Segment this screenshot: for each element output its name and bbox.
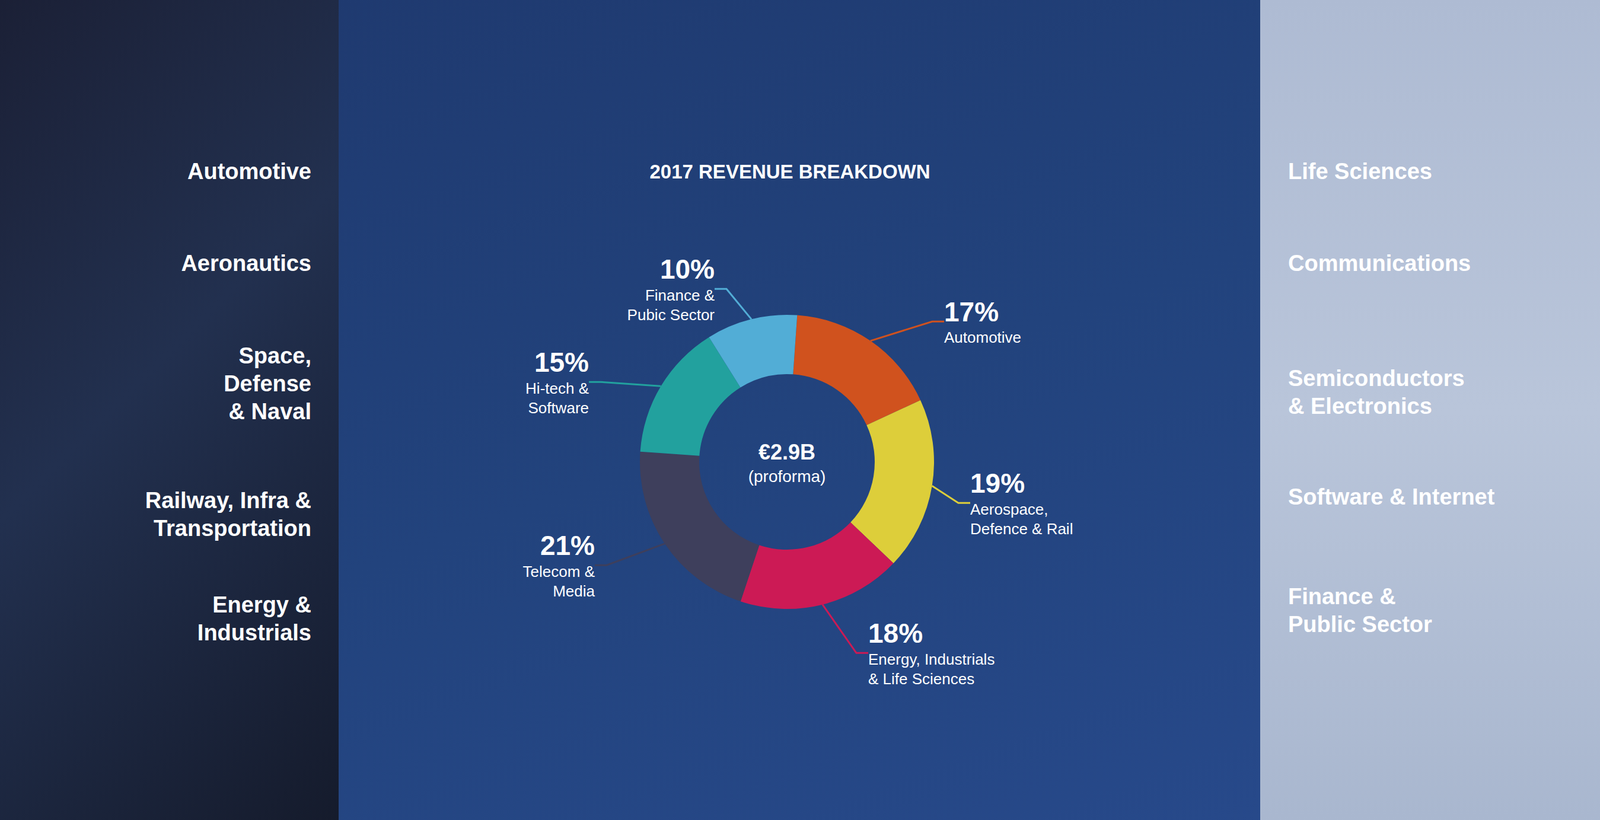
svg-text:Energy, Industrials: Energy, Industrials [868, 650, 995, 669]
svg-text:Telecom &: Telecom & [523, 562, 595, 581]
svg-text:Software: Software [527, 399, 589, 417]
svg-text:Space,: Space, [238, 343, 312, 369]
svg-text:Industrials: Industrials [197, 620, 312, 646]
svg-text:Defense: Defense [223, 371, 312, 397]
svg-text:Hi-tech &: Hi-tech & [525, 379, 589, 398]
svg-text:Railway, Infra &: Railway, Infra & [145, 488, 312, 513]
svg-text:Energy &: Energy & [212, 592, 312, 618]
svg-text:15%: 15% [534, 346, 589, 378]
svg-text:Defence & Rail: Defence & Rail [970, 520, 1073, 538]
svg-text:Communications: Communications [1288, 250, 1471, 276]
svg-text:Aerospace,: Aerospace, [970, 500, 1049, 519]
svg-text:Public Sector: Public Sector [1288, 612, 1433, 637]
svg-text:Semiconductors: Semiconductors [1288, 365, 1465, 391]
svg-text:21%: 21% [540, 530, 595, 562]
svg-text:& Electronics: & Electronics [1288, 393, 1433, 419]
svg-text:& Naval: & Naval [228, 399, 312, 425]
svg-text:10%: 10% [660, 253, 715, 285]
svg-text:€2.9B: €2.9B [758, 440, 816, 465]
svg-text:(proforma): (proforma) [748, 467, 827, 486]
svg-text:17%: 17% [944, 296, 999, 328]
svg-text:Finance &: Finance & [1288, 584, 1396, 610]
svg-text:& Life Sciences: & Life Sciences [868, 670, 975, 688]
svg-text:Automotive: Automotive [944, 328, 1022, 347]
svg-text:2017 REVENUE BREAKDOWN: 2017 REVENUE BREAKDOWN [649, 160, 930, 183]
svg-text:Software & Internet: Software & Internet [1288, 484, 1496, 510]
svg-text:19%: 19% [970, 467, 1025, 499]
svg-text:Finance &: Finance & [645, 286, 715, 305]
svg-text:Life Sciences: Life Sciences [1288, 158, 1433, 184]
svg-text:Aeronautics: Aeronautics [180, 250, 312, 276]
svg-text:Transportation: Transportation [153, 515, 312, 541]
svg-text:18%: 18% [868, 617, 923, 649]
svg-text:Media: Media [552, 582, 595, 601]
svg-text:Automotive: Automotive [187, 158, 312, 184]
svg-text:Pubic Sector: Pubic Sector [627, 306, 716, 324]
